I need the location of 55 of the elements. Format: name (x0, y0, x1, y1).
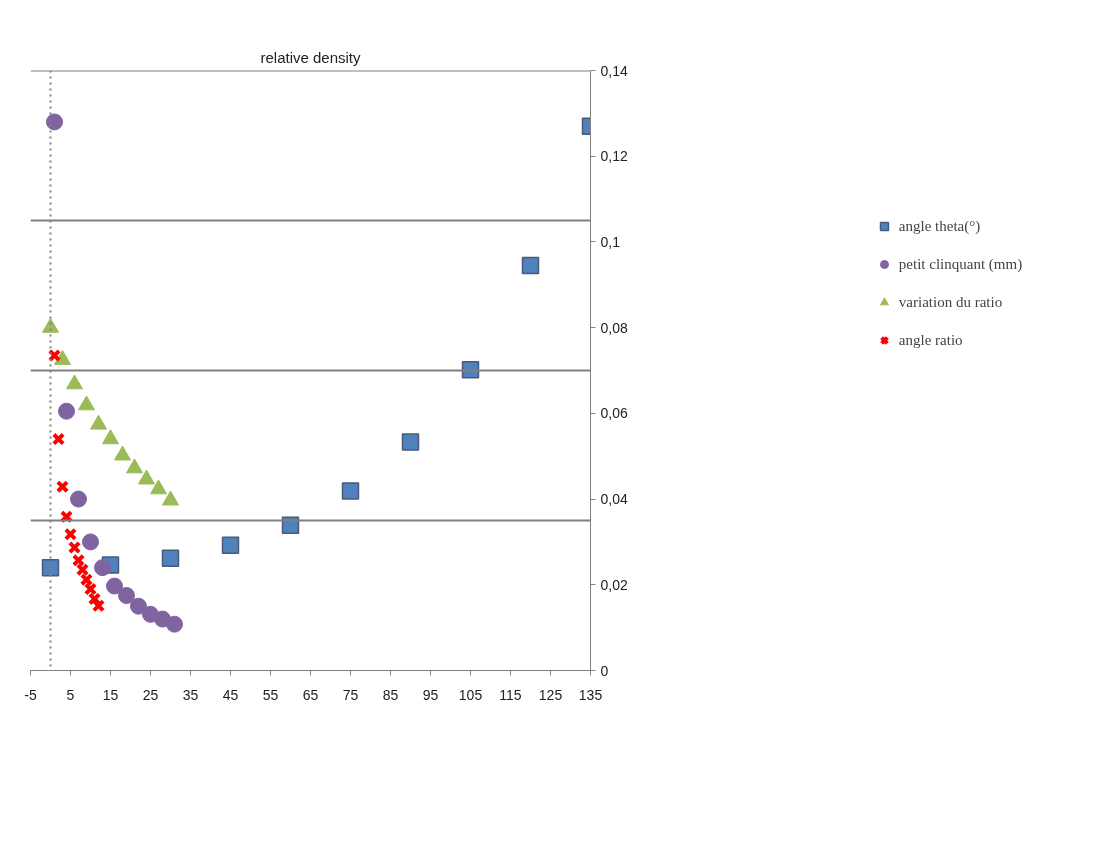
x-tick-label: 35 (182, 686, 199, 703)
point (67, 540, 82, 555)
y-tick-label: 0,1 (600, 233, 621, 250)
y-tick-label: 0,12 (600, 148, 628, 165)
point (41, 558, 60, 577)
x-tick-label: 65 (302, 686, 319, 703)
point (51, 432, 66, 446)
point (75, 563, 90, 577)
y-tick-label: 0,02 (600, 576, 628, 593)
point (46, 113, 63, 131)
point (70, 490, 87, 508)
point (102, 429, 119, 445)
y-tick-label: 0 (600, 662, 609, 679)
point (71, 553, 86, 567)
point (341, 482, 360, 500)
x-tick-label: 95 (422, 686, 439, 703)
point (130, 597, 147, 615)
point (63, 527, 78, 541)
point (82, 533, 99, 551)
point (83, 582, 98, 596)
chart-title: relative density (260, 48, 362, 66)
point (94, 559, 111, 577)
x-tick-label: 15 (102, 686, 119, 703)
point (118, 587, 135, 604)
point (47, 348, 62, 363)
x-tick-label: 55 (262, 686, 279, 703)
y-tick-label: 0,06 (600, 405, 628, 422)
point (221, 536, 240, 555)
legend-label: variation du ratio (898, 293, 1003, 311)
point (166, 615, 183, 633)
x-tick-label: -5 (24, 686, 37, 703)
x-tick-label: 25 (142, 686, 159, 703)
point (106, 577, 123, 595)
x-tick-label: 125 (538, 686, 563, 703)
point (87, 592, 102, 606)
legend-label: petit clinquant (mm) (898, 255, 1023, 273)
x-tick-label: 75 (342, 686, 359, 703)
x-tick-label: 115 (499, 686, 522, 703)
y-tick-label: 0,14 (600, 62, 628, 79)
point (55, 480, 70, 494)
point (401, 433, 420, 451)
point (521, 256, 540, 275)
point (58, 402, 75, 420)
point (161, 549, 180, 567)
legend-label: angle theta(°) (898, 217, 981, 235)
point (91, 599, 106, 613)
x-tick-label: 85 (382, 686, 399, 703)
x-tick-label: 45 (222, 686, 239, 703)
y-tick-label: 0,08 (600, 319, 628, 336)
point (79, 573, 94, 587)
y-tick-label: 0,04 (600, 491, 628, 508)
x-tick-label: 105 (458, 686, 483, 703)
legend-label: angle ratio (898, 331, 963, 349)
x-tick-label: 5 (66, 686, 75, 703)
x-tick-label: 135 (578, 686, 603, 703)
